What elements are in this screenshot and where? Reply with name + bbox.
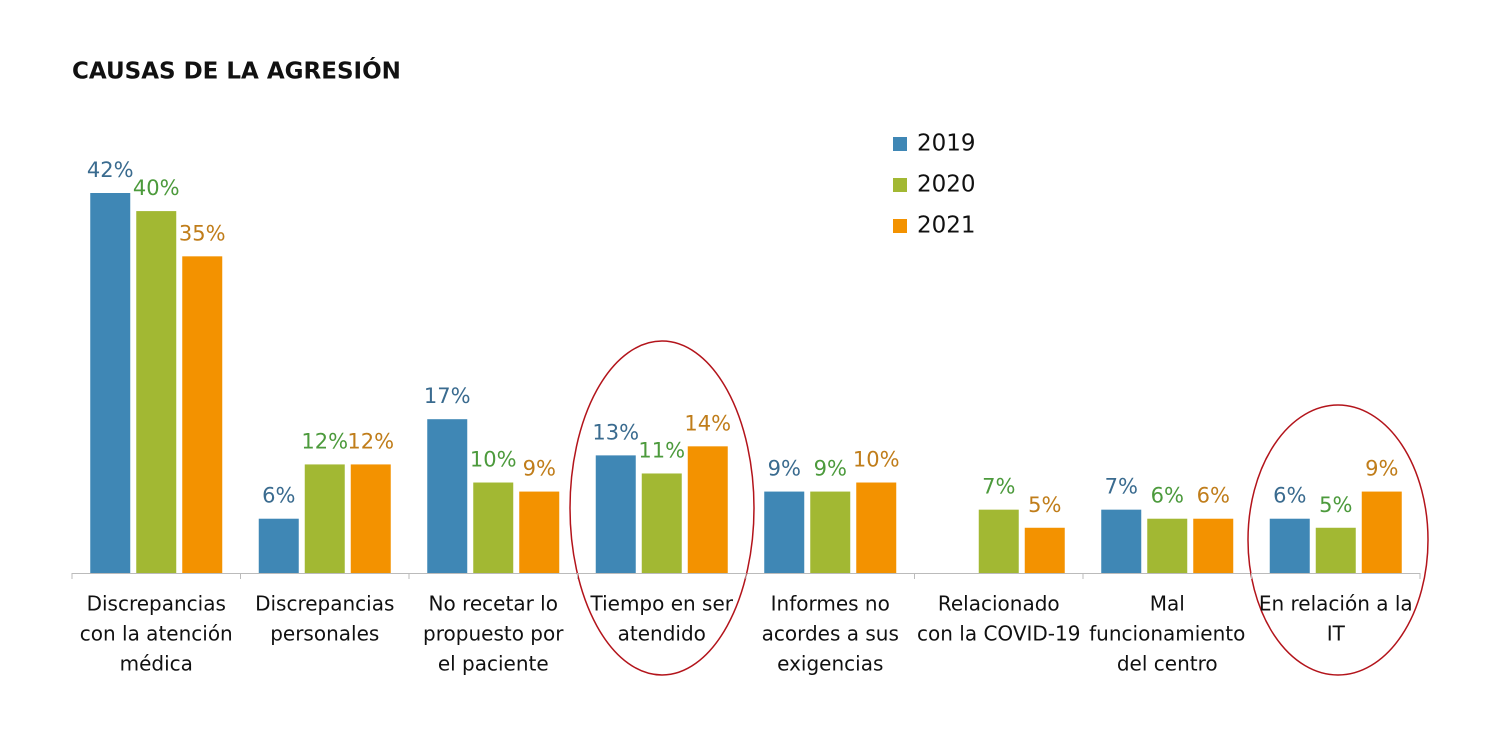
x-tick-label: del centro xyxy=(1117,652,1218,676)
data-label: 12% xyxy=(301,429,348,453)
x-tick-label: propuesto por xyxy=(423,622,564,646)
x-tick-label: atendido xyxy=(618,622,706,646)
bar xyxy=(595,455,636,573)
bar xyxy=(856,482,897,573)
bar xyxy=(1315,527,1356,573)
data-label: 9% xyxy=(523,457,556,481)
data-label: 9% xyxy=(1365,457,1398,481)
bar xyxy=(810,491,851,573)
bar xyxy=(978,509,1019,573)
x-tick-label: con la atención xyxy=(80,622,233,646)
data-label: 17% xyxy=(424,384,471,408)
x-tick-label: con la COVID-19 xyxy=(917,622,1080,646)
x-tick-label: Informes no xyxy=(771,592,890,616)
data-label: 42% xyxy=(87,158,134,182)
bar xyxy=(764,491,805,573)
bar xyxy=(1193,518,1234,573)
data-label: 9% xyxy=(814,457,847,481)
x-tick-label: Tiempo en ser xyxy=(589,592,733,616)
x-tick-label: el paciente xyxy=(438,652,549,676)
data-label: 5% xyxy=(1028,493,1061,517)
bar xyxy=(304,464,345,573)
bar xyxy=(1101,509,1142,573)
highlight-ellipse xyxy=(1247,404,1429,676)
x-tick-label: funcionamiento xyxy=(1089,622,1245,646)
data-label: 12% xyxy=(347,429,394,453)
bar xyxy=(258,518,299,573)
data-label: 5% xyxy=(1319,493,1352,517)
data-label: 10% xyxy=(853,448,900,472)
legend-label: 2020 xyxy=(917,172,976,198)
x-tick-label: Discrepancias xyxy=(87,592,226,616)
data-label: 35% xyxy=(179,221,226,245)
bar xyxy=(182,256,223,573)
data-label: 6% xyxy=(1197,484,1230,508)
data-label: 11% xyxy=(638,438,685,462)
x-tick-label: En relación a la xyxy=(1259,592,1413,616)
data-label: 6% xyxy=(262,484,295,508)
legend-label: 2021 xyxy=(917,213,976,239)
x-tick-label: IT xyxy=(1327,622,1346,646)
bar xyxy=(427,419,468,573)
bar xyxy=(473,482,514,573)
data-label: 40% xyxy=(133,176,180,200)
bar xyxy=(1147,518,1188,573)
data-label: 6% xyxy=(1151,484,1184,508)
x-tick-label: Mal xyxy=(1150,592,1185,616)
legend-swatch xyxy=(893,219,907,233)
bar xyxy=(136,211,177,573)
bar xyxy=(687,446,728,573)
bar xyxy=(90,193,131,573)
data-label: 14% xyxy=(684,411,731,435)
bar xyxy=(1024,527,1065,573)
x-tick-label: médica xyxy=(120,652,193,676)
data-label: 6% xyxy=(1273,484,1306,508)
legend-swatch xyxy=(893,178,907,192)
data-label: 7% xyxy=(982,475,1015,499)
data-label: 13% xyxy=(592,420,639,444)
bar xyxy=(1269,518,1310,573)
x-tick-label: No recetar lo xyxy=(429,592,558,616)
highlight-ellipse xyxy=(569,340,755,676)
data-label: 9% xyxy=(768,457,801,481)
x-tick-label: exigencias xyxy=(777,652,883,676)
data-label: 7% xyxy=(1105,475,1138,499)
legend-label: 2019 xyxy=(917,131,976,157)
bar xyxy=(641,473,682,573)
bar xyxy=(519,491,560,573)
x-tick-label: personales xyxy=(270,622,379,646)
x-tick-label: acordes a sus xyxy=(762,622,899,646)
x-tick-label: Discrepancias xyxy=(255,592,394,616)
data-label: 10% xyxy=(470,448,517,472)
legend-swatch xyxy=(893,137,907,151)
bar xyxy=(350,464,391,573)
x-tick-label: Relacionado xyxy=(938,592,1060,616)
bar xyxy=(1361,491,1402,573)
chart-title: CAUSAS DE LA AGRESIÓN xyxy=(72,57,401,85)
